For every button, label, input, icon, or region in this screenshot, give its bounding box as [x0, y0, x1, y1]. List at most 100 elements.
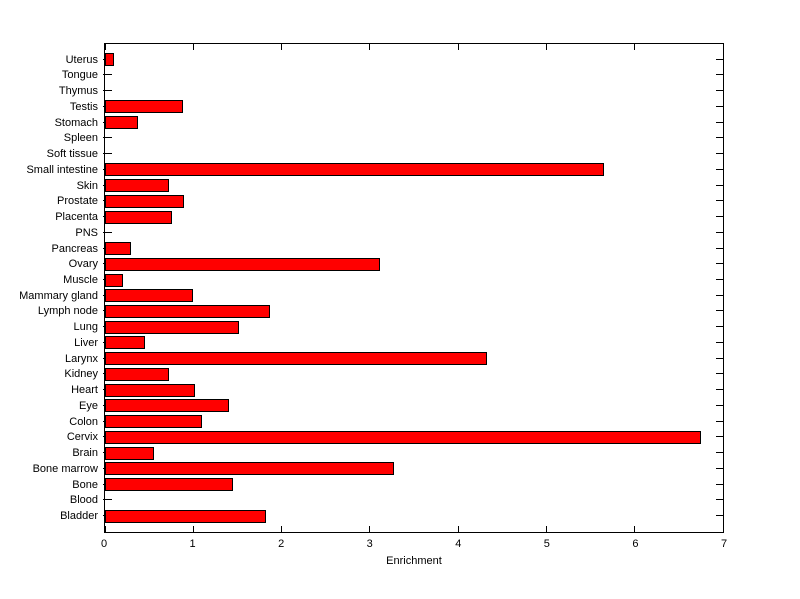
category-label: Pancreas	[51, 242, 98, 255]
x-tick-bottom	[722, 526, 724, 532]
y-tick-right	[716, 216, 723, 218]
bar-row: Lymph node	[38, 304, 723, 320]
bar	[105, 352, 488, 366]
bar-row: Stomach	[55, 115, 723, 131]
bar	[105, 273, 123, 287]
x-axis-label: Enrichment	[386, 555, 442, 567]
bar-row: Cervix	[67, 430, 723, 446]
x-tick-label: 6	[632, 538, 639, 550]
bar	[105, 462, 394, 476]
category-label: Tongue	[61, 69, 98, 82]
bar	[105, 367, 169, 381]
bar	[105, 399, 230, 413]
y-tick-right	[716, 200, 723, 202]
bar	[105, 415, 203, 429]
category-label: Larynx	[64, 352, 98, 365]
bar-row: Small intestine	[26, 162, 723, 178]
category-label: Small intestine	[26, 163, 98, 176]
bar-row: Skin	[77, 178, 723, 194]
bar-row: Testis	[70, 99, 723, 115]
x-tick-bottom	[634, 526, 636, 532]
x-tick-bottom	[369, 526, 371, 532]
y-tick-right	[716, 263, 723, 265]
category-label: Kidney	[64, 368, 98, 381]
category-label: Thymus	[58, 85, 98, 98]
x-tick-top	[457, 44, 459, 50]
y-tick-right	[716, 515, 723, 517]
category-label: Brain	[72, 447, 98, 460]
bar	[105, 242, 132, 256]
y-tick-right	[716, 404, 723, 406]
bar	[105, 116, 138, 130]
y-tick-left	[103, 153, 112, 155]
x-tick-top	[545, 44, 547, 50]
y-tick-right	[716, 357, 723, 359]
bar-row: Larynx	[65, 351, 723, 367]
y-tick-left	[103, 231, 112, 233]
category-label: Blood	[69, 494, 98, 507]
y-tick-right	[716, 452, 723, 454]
bar	[105, 194, 184, 208]
bar-row: Blood	[70, 492, 723, 508]
bar-row: PNS	[75, 225, 723, 241]
bar-row: Colon	[69, 414, 723, 430]
bar	[105, 430, 701, 444]
bar-row: Placenta	[55, 209, 723, 225]
x-tick-bottom	[104, 526, 106, 532]
y-tick-right	[716, 58, 723, 60]
category-label: Lymph node	[37, 305, 98, 318]
x-tick-top	[634, 44, 636, 50]
x-tick-label: 2	[278, 538, 285, 550]
y-tick-right	[716, 90, 723, 92]
x-tick-label: 0	[100, 538, 108, 550]
category-label: Soft tissue	[46, 148, 98, 161]
category-label: Liver	[74, 336, 98, 349]
y-tick-left	[103, 90, 112, 92]
x-axis-tick-labels: 0 1 2 3 4 5 6 7	[100, 538, 727, 552]
bar-row: Muscle	[63, 272, 723, 288]
y-tick-left	[103, 74, 112, 76]
category-label: Ovary	[68, 258, 98, 271]
y-tick-right	[716, 341, 723, 343]
y-tick-right	[716, 184, 723, 186]
y-tick-right	[716, 247, 723, 249]
bar-row: Brain	[72, 445, 723, 461]
bar	[105, 383, 196, 397]
x-tick-top	[722, 44, 724, 50]
bar	[105, 336, 145, 350]
category-label: Heart	[71, 384, 98, 397]
y-tick-right	[716, 137, 723, 139]
bar-row: Mammary gland	[19, 288, 723, 304]
bar-row: Thymus	[59, 83, 723, 99]
bar-row: Eye	[79, 398, 723, 414]
category-label: Lung	[73, 321, 98, 334]
bar-row: Prostate	[57, 193, 723, 209]
y-tick-right	[716, 326, 723, 328]
y-tick-left	[103, 137, 112, 139]
y-tick-right	[716, 294, 723, 296]
plot-area: Uterus Tongue Thymus Testis Stomach Spleen Sof…	[19, 43, 724, 533]
y-tick-right	[716, 74, 723, 76]
category-label: Bone	[72, 478, 98, 491]
bar-row: Heart	[71, 382, 723, 398]
bar	[105, 210, 173, 224]
bar	[105, 304, 271, 318]
row-spacer-bottom	[105, 524, 723, 532]
category-label: Skin	[76, 179, 98, 192]
bar-row: Bone	[72, 477, 723, 493]
bar-row: Kidney	[64, 367, 723, 383]
y-tick-right	[716, 168, 723, 170]
y-tick-right	[716, 467, 723, 469]
category-label: Muscle	[63, 274, 98, 287]
x-tick-bottom	[545, 526, 547, 532]
bar-row: Uterus	[66, 52, 723, 68]
y-tick-right	[716, 121, 723, 123]
y-tick-right	[716, 105, 723, 107]
bar	[105, 53, 114, 67]
y-tick-right	[716, 231, 723, 233]
x-tick-top	[369, 44, 371, 50]
bar	[105, 446, 154, 460]
bar-row: Spleen	[64, 131, 723, 147]
y-tick-right	[716, 373, 723, 375]
category-label: Colon	[69, 415, 98, 428]
